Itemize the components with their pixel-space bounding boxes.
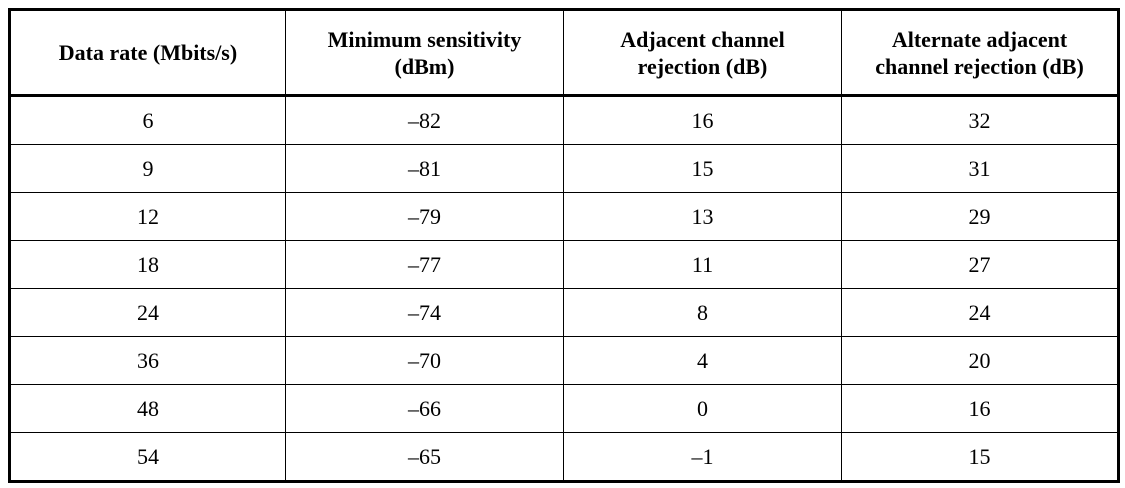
cell-data-rate: 36	[9, 336, 286, 385]
table-row: 24 –74 8 24	[9, 288, 1119, 337]
cell-data-rate: 12	[9, 192, 286, 241]
cell-adjacent-rejection: 0	[563, 384, 842, 433]
header-alternate-line-2: channel rejection (dB)	[875, 53, 1084, 79]
cell-data-rate: 24	[9, 288, 286, 337]
cell-adjacent-rejection: 13	[563, 192, 842, 241]
table-row: 36 –70 4 20	[9, 336, 1119, 385]
cell-adjacent-rejection: 16	[563, 95, 842, 145]
cell-adjacent-rejection: 4	[563, 336, 842, 385]
table-row: 12 –79 13 29	[9, 192, 1119, 241]
header-data-rate-line-1: Data rate (Mbits/s)	[58, 40, 238, 65]
header-adjacent-line-2: rejection (dB)	[637, 53, 768, 79]
header-data-rate: Data rate (Mbits/s)	[9, 9, 286, 97]
table-row: 9 –81 15 31	[9, 144, 1119, 193]
cell-adjacent-rejection: –1	[563, 432, 842, 482]
table-header: Data rate (Mbits/s) Minimum sensitivity …	[9, 9, 1119, 97]
table-row: 6 –82 16 32	[9, 95, 1119, 145]
cell-data-rate: 54	[9, 432, 286, 482]
header-minimum-sensitivity: Minimum sensitivity (dBm)	[285, 9, 564, 97]
table-container: Data rate (Mbits/s) Minimum sensitivity …	[8, 8, 1120, 483]
table-row: 54 –65 –1 15	[9, 432, 1119, 482]
header-row: Data rate (Mbits/s) Minimum sensitivity …	[9, 9, 1119, 97]
cell-data-rate: 6	[9, 95, 286, 145]
header-minimum-sensitivity-line-1: Minimum sensitivity	[327, 26, 522, 52]
cell-alternate-rejection: 32	[841, 95, 1119, 145]
cell-data-rate: 18	[9, 240, 286, 289]
cell-adjacent-rejection: 11	[563, 240, 842, 289]
cell-minimum-sensitivity: –74	[285, 288, 564, 337]
cell-minimum-sensitivity: –77	[285, 240, 564, 289]
cell-minimum-sensitivity: –70	[285, 336, 564, 385]
cell-alternate-rejection: 24	[841, 288, 1119, 337]
cell-alternate-rejection: 31	[841, 144, 1119, 193]
cell-alternate-rejection: 29	[841, 192, 1119, 241]
table-row: 18 –77 11 27	[9, 240, 1119, 289]
cell-adjacent-rejection: 15	[563, 144, 842, 193]
cell-alternate-rejection: 27	[841, 240, 1119, 289]
sensitivity-table: Data rate (Mbits/s) Minimum sensitivity …	[8, 8, 1120, 483]
header-alternate-line-1: Alternate adjacent	[891, 26, 1068, 52]
table-body: 6 –82 16 32 9 –81 15 31 12 –79 13 29 18 …	[9, 95, 1119, 482]
cell-minimum-sensitivity: –81	[285, 144, 564, 193]
cell-alternate-rejection: 16	[841, 384, 1119, 433]
cell-data-rate: 48	[9, 384, 286, 433]
header-adjacent-channel-rejection: Adjacent channel rejection (dB)	[563, 9, 842, 97]
cell-alternate-rejection: 15	[841, 432, 1119, 482]
header-adjacent-line-1: Adjacent channel	[620, 26, 785, 52]
cell-data-rate: 9	[9, 144, 286, 193]
cell-adjacent-rejection: 8	[563, 288, 842, 337]
header-minimum-sensitivity-line-2: (dBm)	[394, 53, 455, 79]
cell-minimum-sensitivity: –66	[285, 384, 564, 433]
cell-alternate-rejection: 20	[841, 336, 1119, 385]
cell-minimum-sensitivity: –65	[285, 432, 564, 482]
header-alternate-adjacent-rejection: Alternate adjacent channel rejection (dB…	[841, 9, 1119, 97]
cell-minimum-sensitivity: –82	[285, 95, 564, 145]
cell-minimum-sensitivity: –79	[285, 192, 564, 241]
table-row: 48 –66 0 16	[9, 384, 1119, 433]
